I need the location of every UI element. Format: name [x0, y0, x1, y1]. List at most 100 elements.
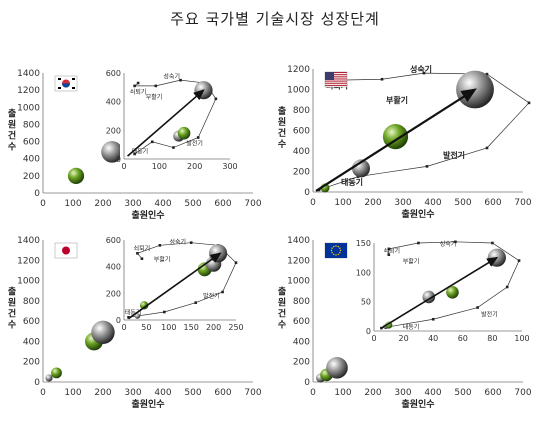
y-tick-label: 600 [293, 127, 310, 137]
stage-cycle-point [505, 285, 509, 289]
stage-cycle-point [136, 252, 139, 255]
bubble-gray [134, 313, 141, 319]
y-tick-label: 0 [304, 188, 310, 198]
stage-label: 태동기 [403, 323, 420, 331]
flag-star [333, 253, 335, 256]
stage-label: 쇠퇴기 [130, 88, 147, 96]
stage-label: 성숙기 [169, 238, 186, 246]
stage-cycle-point [422, 71, 426, 75]
flag-star [331, 247, 333, 249]
x-tick-label: 0 [40, 388, 46, 398]
flag-jp-icon [54, 242, 78, 259]
chart-title: 주요 국가별 기술시장 성장단계 [170, 10, 380, 28]
x-tick-label: 60 [458, 334, 468, 343]
stage-cycle-point [172, 146, 175, 149]
x-tick-label: 600 [214, 388, 231, 398]
y-axis-label-char: 원 [278, 116, 286, 128]
stage-cycle-point [454, 240, 457, 244]
stage-cycle-point [194, 301, 197, 304]
y-tick-label: 800 [293, 297, 310, 307]
flag-star [335, 254, 337, 256]
stage-label: 성숙기 [410, 64, 432, 74]
flag-field [325, 243, 347, 258]
y-tick-label: 600 [106, 236, 121, 245]
y-tick-label: 600 [23, 138, 40, 148]
flag-star [333, 245, 335, 248]
stage-cycle-point [476, 306, 479, 309]
x-tick-label: 400 [424, 388, 441, 398]
x-tick-label: 150 [184, 323, 199, 332]
y-tick-label: 1200 [287, 65, 310, 75]
y-tick-label: 150 [356, 239, 371, 248]
stage-cycle-point [485, 146, 489, 150]
y-tick-label: 600 [106, 69, 121, 78]
stage-cycle-point [221, 290, 224, 294]
stage-cycle-point [133, 84, 136, 88]
x-tick-label: 500 [454, 198, 471, 208]
y-axis-label-char: 수 [278, 320, 286, 331]
y-tick-label: 1400 [287, 236, 310, 246]
y-axis-label-char: 건 [278, 308, 286, 320]
y-tick-label: 200 [293, 168, 310, 178]
x-tick-label: 40 [428, 334, 438, 343]
flag-canton [325, 72, 334, 80]
stage-cycle-line [381, 241, 520, 329]
y-axis-label-char: 수 [8, 320, 16, 331]
x-tick-label: 400 [154, 199, 171, 209]
stage-label: 발전기 [481, 310, 498, 318]
bubble-green [177, 126, 191, 140]
y-tick-label: 0 [116, 155, 121, 164]
y-tick-label: 1200 [287, 256, 310, 266]
stage-label: 성숙기 [440, 240, 457, 248]
chart-panel-kr: 0 100 200 300 400 500 600 700020040060080010001… [8, 69, 262, 221]
x-tick-label: 600 [214, 199, 231, 209]
y-tick-label: 1400 [17, 236, 40, 246]
x-tick-label: 50 [141, 323, 151, 332]
flag-stripe [325, 74, 347, 76]
x-tick-label: 100 [161, 323, 176, 332]
x-tick-label: 700 [514, 198, 531, 208]
bubble-green [446, 285, 459, 299]
stage-label: 쇠퇴기 [383, 247, 400, 255]
stage-cycle-point [485, 72, 489, 76]
x-tick-label: 250 [228, 323, 243, 332]
x-tick-label: 300 [394, 198, 411, 208]
bubble-gray [101, 141, 123, 163]
y-axis-label-char: 원 [278, 297, 286, 309]
y-axis-label-char: 수 [8, 142, 16, 153]
y-tick-label: 1000 [17, 103, 40, 113]
x-tick-label: 700 [514, 388, 531, 398]
stage-cycle-point [387, 247, 391, 251]
y-tick-label: 400 [23, 337, 40, 347]
x-tick-label: 200 [187, 162, 202, 171]
bubble-gray [45, 374, 53, 382]
stage-cycle-point [179, 78, 182, 82]
x-tick-label: 300 [124, 388, 141, 398]
stage-label: 발전기 [186, 139, 203, 147]
stage-cycle-point [150, 140, 154, 144]
stage-cycle-line [318, 72, 530, 191]
y-tick-label: 400 [293, 337, 310, 347]
x-tick-label: 300 [124, 199, 141, 209]
stage-label: 태동기 [341, 177, 363, 187]
x-tick-label: 500 [454, 388, 471, 398]
flag-stripe [325, 84, 347, 86]
x-tick-label: 400 [154, 388, 171, 398]
bubble-green [67, 167, 85, 184]
stage-label: 쇠퇴기 [134, 245, 151, 253]
stage-cycle-point [158, 244, 162, 247]
y-tick-label: 1000 [287, 86, 310, 96]
flag-star [331, 252, 333, 254]
y-tick-label: 0 [34, 189, 40, 199]
y-axis-label-char: 건 [278, 127, 286, 139]
x-axis-label: 출원인수 [401, 398, 434, 410]
y-tick-label: 600 [23, 317, 40, 327]
y-axis-label-char: 출 [8, 286, 16, 298]
x-tick-label: 0 [310, 388, 316, 398]
y-tick-label: 1200 [17, 86, 40, 96]
flag-stripe [325, 72, 347, 74]
stage-label: 부활기 [403, 258, 420, 266]
y-axis-label-char: 건 [8, 130, 16, 142]
